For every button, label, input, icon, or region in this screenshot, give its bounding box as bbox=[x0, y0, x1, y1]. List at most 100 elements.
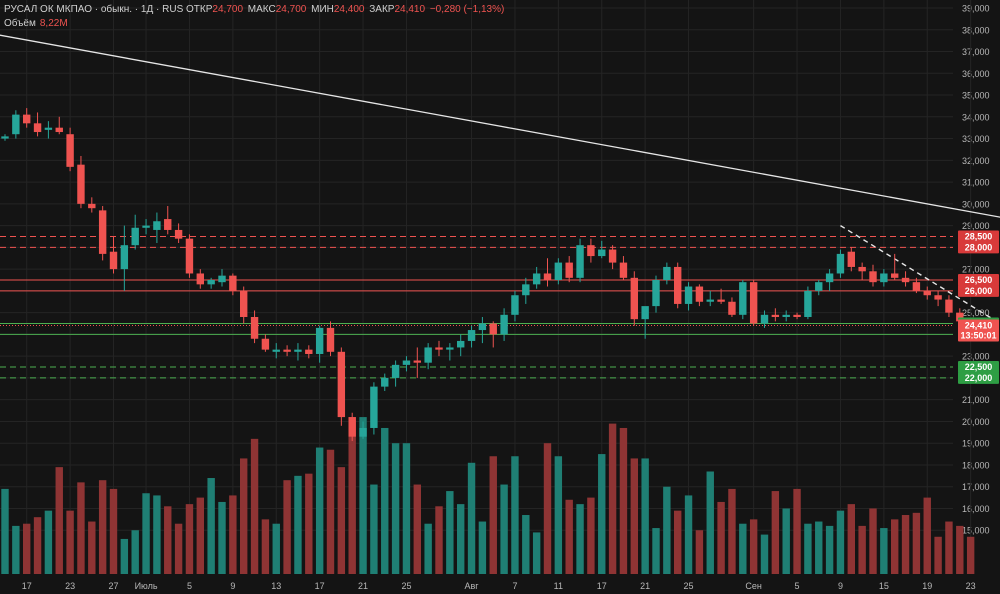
volume-bar bbox=[934, 536, 942, 574]
volume-bar bbox=[500, 484, 508, 574]
volume-bar bbox=[446, 491, 454, 574]
y-tick-label: 29,000 bbox=[962, 221, 990, 231]
candle-body bbox=[945, 299, 953, 313]
x-tick-label: 21 bbox=[640, 581, 650, 591]
resistance-level-label: 26,000 bbox=[965, 286, 993, 296]
candle-body bbox=[500, 314, 508, 335]
candle-body bbox=[652, 280, 660, 307]
candle-body bbox=[457, 340, 465, 348]
volume-bar bbox=[684, 495, 693, 574]
candle-body bbox=[663, 266, 671, 280]
low-label: МИН bbox=[311, 4, 334, 15]
volume-bar bbox=[858, 525, 866, 574]
price-axis bbox=[953, 0, 1000, 594]
volume-bar bbox=[630, 458, 638, 574]
x-tick-label: 27 bbox=[108, 581, 118, 591]
symbol-legend: РУСАЛ ОК МКПАО · обыкн. · 1Д · RUS ОТКР2… bbox=[4, 3, 504, 17]
volume-bar bbox=[391, 443, 400, 574]
x-tick-label: Сен bbox=[745, 581, 762, 591]
volume-bar bbox=[370, 484, 378, 574]
volume-bar bbox=[652, 528, 660, 574]
y-tick-label: 30,000 bbox=[962, 199, 990, 209]
volume-bar bbox=[261, 519, 270, 574]
candle-body bbox=[532, 273, 541, 285]
volume-bar bbox=[240, 458, 248, 574]
x-tick-label: 13 bbox=[271, 581, 281, 591]
candle-body bbox=[467, 330, 476, 341]
candle-body bbox=[619, 262, 628, 278]
candle-body bbox=[598, 249, 606, 257]
y-tick-label: 19,000 bbox=[962, 439, 990, 449]
volume-bar bbox=[131, 530, 139, 574]
volume-bar bbox=[218, 501, 226, 574]
candle-body bbox=[674, 266, 682, 304]
last-price-label: 13:50:01 bbox=[960, 330, 996, 340]
volume-bar bbox=[185, 504, 194, 574]
volume-bar bbox=[88, 521, 96, 574]
volume-bar bbox=[283, 480, 291, 574]
volume-bar bbox=[587, 497, 595, 574]
x-tick-label: 23 bbox=[966, 581, 976, 591]
candle-body bbox=[142, 225, 150, 228]
volume-bar bbox=[511, 456, 519, 574]
candle-body bbox=[587, 245, 595, 257]
candle-body bbox=[261, 338, 270, 350]
y-tick-label: 31,000 bbox=[962, 178, 990, 188]
candle-body bbox=[196, 273, 204, 285]
y-tick-label: 32,000 bbox=[962, 156, 990, 166]
candle-body bbox=[272, 349, 280, 352]
volume-bar bbox=[782, 508, 790, 574]
support-level-label: 22,500 bbox=[965, 362, 993, 372]
volume-bar bbox=[522, 515, 530, 574]
volume-bar bbox=[489, 456, 497, 574]
volume-bar bbox=[804, 523, 812, 574]
candle-body bbox=[771, 314, 780, 317]
candle-body bbox=[109, 251, 118, 270]
candle-body bbox=[793, 314, 801, 317]
candle-body bbox=[543, 273, 552, 280]
candle-body bbox=[435, 347, 443, 350]
y-tick-label: 18,000 bbox=[962, 460, 990, 470]
volume-bar bbox=[294, 475, 302, 574]
candle-body bbox=[695, 286, 704, 302]
candle-body bbox=[240, 290, 248, 317]
volume-bar bbox=[153, 495, 161, 574]
volume-bar bbox=[695, 530, 704, 574]
volume-bar bbox=[457, 504, 465, 574]
candle-body bbox=[305, 349, 313, 354]
x-tick-label: 17 bbox=[597, 581, 607, 591]
candle-body bbox=[413, 360, 421, 363]
volume-bar bbox=[565, 499, 573, 574]
x-tick-label: 25 bbox=[401, 581, 411, 591]
resistance-level-label: 26,500 bbox=[965, 275, 993, 285]
volume-bar bbox=[23, 523, 31, 574]
candle-body bbox=[370, 386, 378, 428]
close-label: ЗАКР bbox=[369, 4, 395, 15]
volume-bar bbox=[739, 523, 747, 574]
volume-bar bbox=[825, 525, 834, 574]
volume-bar bbox=[196, 497, 204, 574]
candle-body bbox=[44, 127, 53, 130]
candle-body bbox=[901, 277, 910, 283]
volume-bar bbox=[229, 495, 237, 574]
volume-legend: Объём 8,22M bbox=[4, 17, 68, 31]
volume-bar bbox=[869, 508, 877, 574]
symbol-title: РУСАЛ ОК МКПАО · обыкн. · 1Д · RUS bbox=[4, 4, 184, 15]
candle-body bbox=[185, 238, 194, 274]
volume-bar bbox=[880, 528, 888, 574]
y-tick-label: 17,000 bbox=[962, 482, 990, 492]
volume-bar bbox=[576, 504, 584, 574]
candle-body bbox=[207, 280, 215, 285]
volume-bar bbox=[663, 486, 671, 574]
candle-body bbox=[153, 221, 161, 230]
low-value: 24,400 bbox=[333, 4, 365, 15]
x-tick-label: Июль bbox=[135, 581, 158, 591]
close-value: 24,410 bbox=[394, 4, 426, 15]
volume-bar bbox=[598, 454, 606, 574]
y-tick-label: 38,000 bbox=[962, 25, 990, 35]
candle-body bbox=[956, 312, 964, 322]
resistance-level-tag bbox=[958, 274, 999, 286]
support-level-tag bbox=[958, 361, 999, 374]
